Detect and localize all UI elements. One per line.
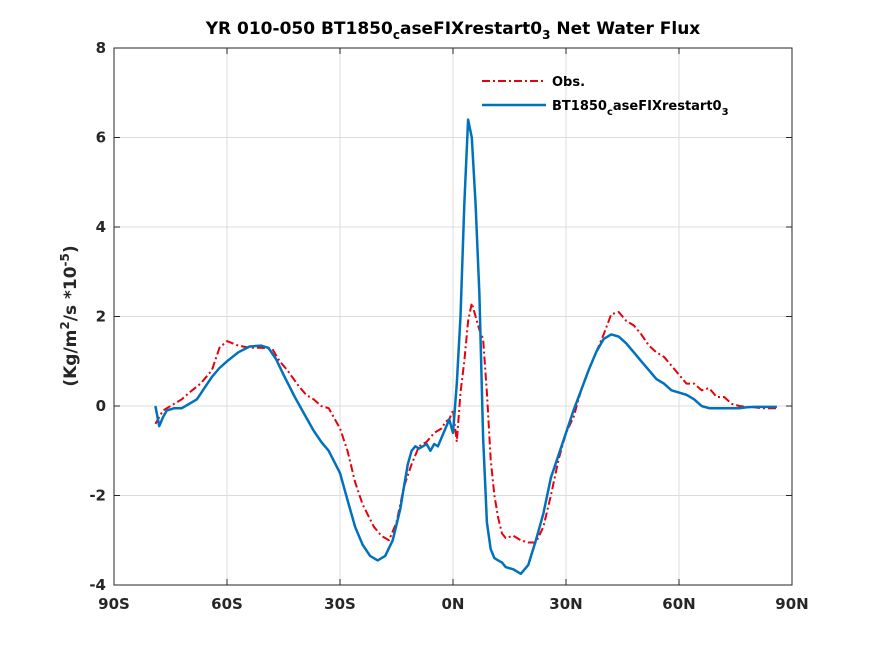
ylabel-part-mid: /s *10 xyxy=(61,266,81,321)
ylabel-part-pre: (Kg/m xyxy=(61,330,81,387)
title-part-sub1: c xyxy=(393,28,400,42)
y-tick-label: 4 xyxy=(96,218,106,236)
chart-title: YR 010-050 BT1850caseFIXrestart03 Net Wa… xyxy=(205,19,701,42)
y-tick-labels: -4 -2 0 2 4 6 8 xyxy=(89,39,106,594)
y-tick-label: 0 xyxy=(96,397,106,415)
y-axis-label: (Kg/m2/s *10-5) xyxy=(58,245,81,386)
title-part-main: YR 010-050 BT1850 xyxy=(205,19,393,39)
series-line-1 xyxy=(154,118,777,576)
legend-label-model: BT1850caseFIXrestart03 xyxy=(552,99,729,118)
x-tick-labels: 90S 60S 30S 0N 30N 60N 90N xyxy=(98,595,809,613)
legend-obs-main: Obs. xyxy=(552,75,585,90)
legend: Obs. BT1850caseFIXrestart03 xyxy=(482,75,729,118)
x-tick-label: 30S xyxy=(324,595,356,613)
x-tick-label: 60N xyxy=(662,595,695,613)
y-tick-label: -2 xyxy=(89,487,106,505)
y-tick-label: 2 xyxy=(96,308,106,326)
y-tick-label: 8 xyxy=(96,39,106,57)
series-layer xyxy=(154,118,777,576)
title-part-tail: Net Water Flux xyxy=(550,19,700,39)
ylabel-part-sup1: 2 xyxy=(58,321,72,329)
legend-model-rest: aseFIXrestart0 xyxy=(613,99,722,114)
x-tick-label: 90S xyxy=(98,595,130,613)
x-tick-label: 60S xyxy=(211,595,243,613)
x-tick-label: 0N xyxy=(442,595,465,613)
ticks xyxy=(113,47,793,586)
title-part-sub2: 3 xyxy=(542,28,550,42)
ylabel-part-sup2: -5 xyxy=(58,253,72,266)
legend-model-sub2: 3 xyxy=(722,107,729,118)
legend-label-obs: Obs. xyxy=(552,75,585,90)
x-tick-label: 90N xyxy=(775,595,808,613)
x-tick-label: 30N xyxy=(549,595,582,613)
legend-model-main: BT1850 xyxy=(552,99,607,114)
y-tick-label: 6 xyxy=(96,129,106,147)
y-tick-label: -4 xyxy=(89,576,106,594)
legend-model-sub: c xyxy=(607,107,613,118)
title-part-mid: aseFIXrestart0 xyxy=(400,19,542,39)
ylabel-part-post: ) xyxy=(61,245,81,253)
